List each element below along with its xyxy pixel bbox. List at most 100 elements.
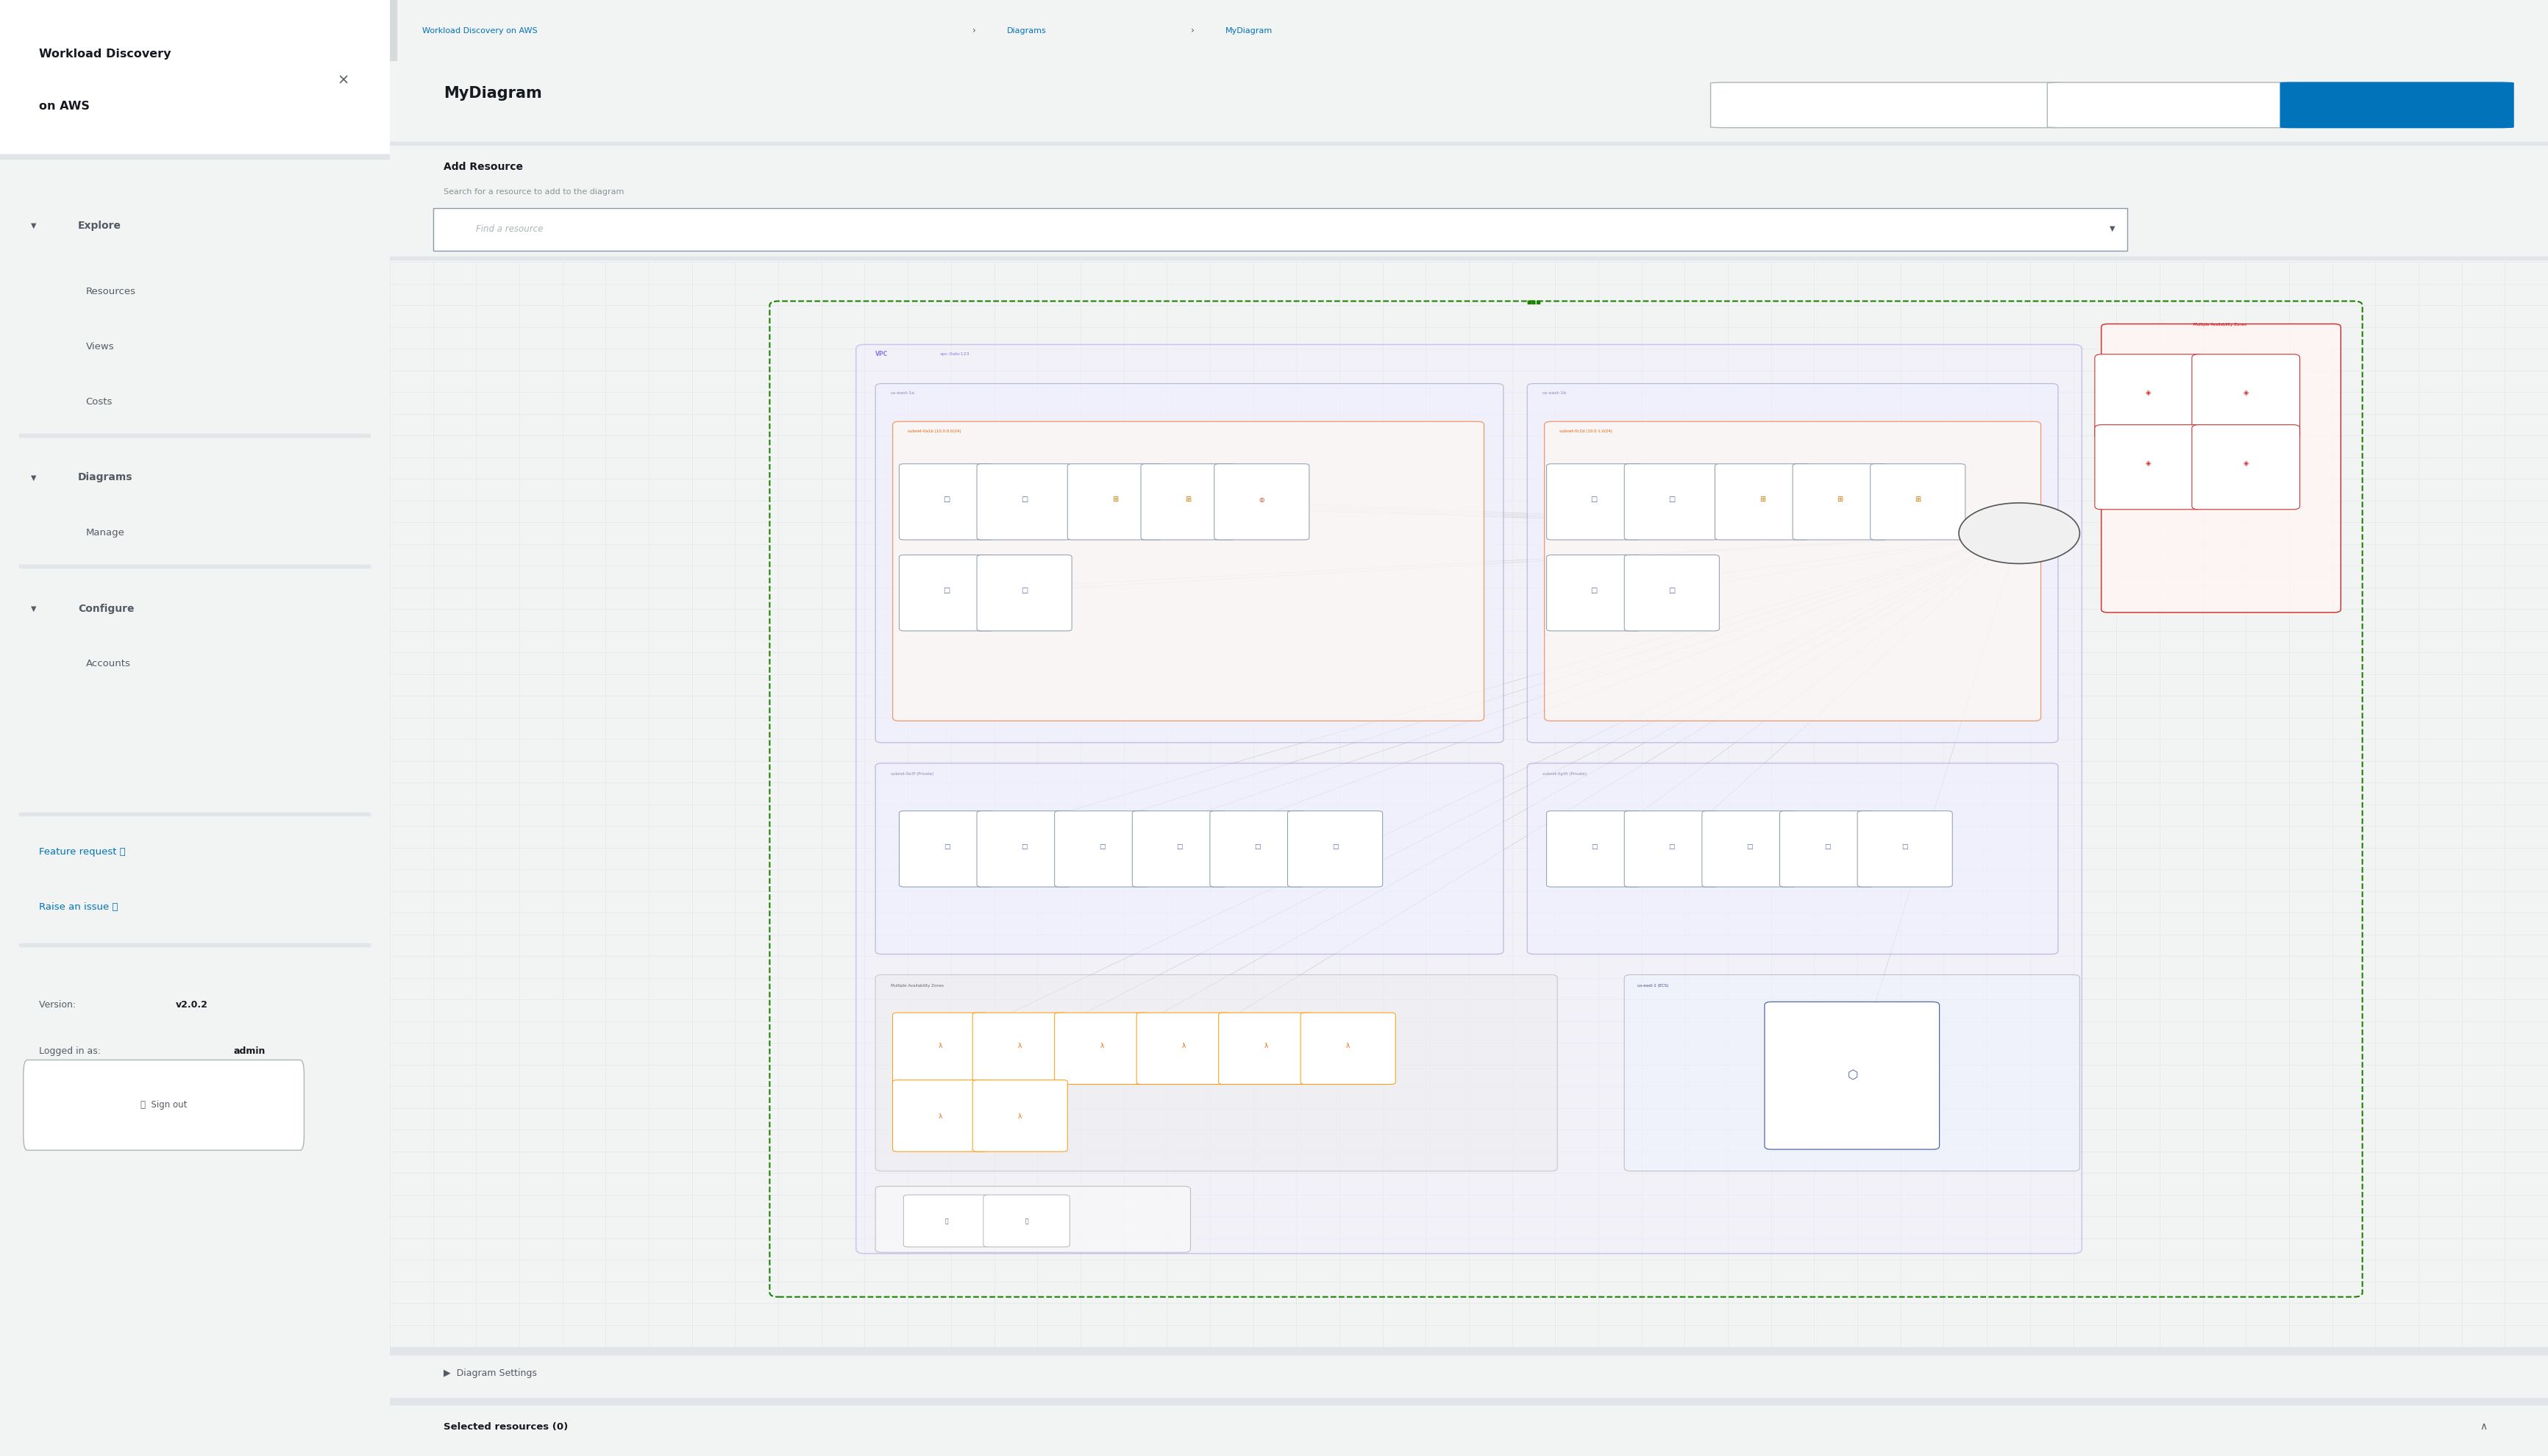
Text: Search for a resource to add to the diagram: Search for a resource to add to the diag…	[443, 188, 624, 197]
Text: subnet-0c2d (10.0.1.0/24): subnet-0c2d (10.0.1.0/24)	[1559, 430, 1613, 432]
Text: Workload Discovery: Workload Discovery	[38, 48, 171, 60]
FancyBboxPatch shape	[1702, 811, 1796, 887]
Text: ⊞: ⊞	[1185, 496, 1192, 504]
Text: v2.0.2: v2.0.2	[176, 1000, 209, 1009]
Text: vpc-0abc123: vpc-0abc123	[940, 352, 971, 357]
Text: ◎: ◎	[1259, 496, 1264, 502]
Text: λ: λ	[938, 1114, 943, 1120]
FancyBboxPatch shape	[877, 974, 1557, 1171]
FancyBboxPatch shape	[976, 464, 1073, 540]
Text: □: □	[1022, 587, 1027, 594]
FancyBboxPatch shape	[2280, 83, 2512, 128]
Text: ⊞: ⊞	[1761, 496, 1766, 504]
FancyBboxPatch shape	[1299, 1013, 1396, 1085]
FancyBboxPatch shape	[1623, 464, 1720, 540]
Text: λ: λ	[1019, 1042, 1022, 1050]
FancyBboxPatch shape	[2191, 354, 2301, 438]
Text: Actions ▼: Actions ▼	[2380, 100, 2416, 108]
FancyBboxPatch shape	[892, 1080, 989, 1152]
Bar	[390, 1347, 2548, 1354]
Text: 👤: 👤	[1024, 1217, 1029, 1224]
FancyBboxPatch shape	[1218, 1013, 1315, 1085]
Text: subnet-0a1b (10.0.0.0/24): subnet-0a1b (10.0.0.0/24)	[907, 430, 961, 432]
Text: MyDiagram: MyDiagram	[443, 86, 543, 100]
FancyBboxPatch shape	[877, 763, 1503, 954]
Text: □: □	[1254, 843, 1261, 850]
Text: ◈: ◈	[2242, 389, 2250, 396]
FancyBboxPatch shape	[892, 422, 1483, 721]
FancyBboxPatch shape	[973, 1080, 1068, 1152]
Bar	[390, 0, 397, 61]
Text: □: □	[1177, 843, 1182, 850]
Bar	[20, 812, 369, 815]
Bar	[0, 0, 390, 153]
FancyBboxPatch shape	[892, 1013, 989, 1085]
FancyBboxPatch shape	[856, 345, 2082, 1254]
Text: us-east-1a: us-east-1a	[892, 392, 915, 395]
FancyBboxPatch shape	[1526, 763, 2059, 954]
FancyBboxPatch shape	[2094, 354, 2201, 438]
Text: 👤: 👤	[945, 1217, 948, 1224]
Text: ›: ›	[1190, 26, 1195, 35]
Bar	[390, 1398, 2548, 1405]
Text: ■■■: ■■■	[1526, 300, 1542, 304]
Text: ▼: ▼	[31, 221, 36, 230]
Text: VPC: VPC	[877, 351, 889, 358]
Text: Diagrams: Diagrams	[1006, 26, 1047, 35]
Text: ⊞: ⊞	[1916, 496, 1921, 504]
FancyBboxPatch shape	[1526, 383, 2059, 743]
Text: □: □	[1669, 496, 1674, 504]
Text: Manage: Manage	[87, 529, 125, 537]
Text: Costs: Costs	[87, 397, 112, 406]
Text: Workload Discovery on AWS: Workload Discovery on AWS	[423, 26, 538, 35]
Text: Logged in as:: Logged in as:	[38, 1047, 104, 1056]
Text: □: □	[1590, 843, 1598, 850]
Text: □: □	[1333, 843, 1338, 850]
FancyBboxPatch shape	[1857, 811, 1952, 887]
FancyBboxPatch shape	[1715, 464, 1809, 540]
Bar	[20, 434, 369, 437]
Text: on AWS: on AWS	[38, 100, 89, 112]
Text: □: □	[1669, 587, 1674, 594]
Text: ◈: ◈	[2145, 459, 2151, 466]
Text: ◈: ◈	[2242, 459, 2250, 466]
Text: Find a resource: Find a resource	[476, 224, 543, 233]
Circle shape	[1959, 502, 2079, 563]
Text: λ: λ	[1101, 1042, 1103, 1050]
Text: □: □	[1669, 843, 1674, 850]
Text: Resources: Resources	[87, 287, 135, 296]
Text: ⊞: ⊞	[1111, 496, 1119, 504]
Text: Raise an issue ⧉: Raise an issue ⧉	[38, 903, 117, 911]
Text: □: □	[943, 587, 950, 594]
Text: ∧: ∧	[2479, 1421, 2487, 1433]
Text: □: □	[1590, 496, 1598, 504]
FancyBboxPatch shape	[1547, 555, 1641, 630]
FancyBboxPatch shape	[1623, 974, 2079, 1171]
Bar	[0, 154, 390, 159]
FancyBboxPatch shape	[1055, 1013, 1149, 1085]
Text: subnet-0e3f (Private): subnet-0e3f (Private)	[892, 772, 933, 776]
FancyBboxPatch shape	[1055, 811, 1149, 887]
FancyBboxPatch shape	[2046, 83, 2298, 128]
Text: λ: λ	[1182, 1042, 1185, 1050]
FancyBboxPatch shape	[973, 1013, 1068, 1085]
Text: Views: Views	[87, 342, 115, 351]
Text: λ: λ	[1345, 1042, 1350, 1050]
FancyBboxPatch shape	[1287, 811, 1384, 887]
FancyBboxPatch shape	[976, 555, 1073, 630]
Text: □: □	[943, 843, 950, 850]
FancyBboxPatch shape	[899, 555, 994, 630]
FancyBboxPatch shape	[877, 1187, 1190, 1252]
FancyBboxPatch shape	[905, 1195, 989, 1246]
Text: ▼: ▼	[31, 604, 36, 613]
FancyBboxPatch shape	[433, 208, 2128, 250]
Text: □: □	[1098, 843, 1106, 850]
FancyBboxPatch shape	[984, 1195, 1070, 1246]
Text: □: □	[1901, 843, 1908, 850]
Text: ⧉  Sign out: ⧉ Sign out	[140, 1101, 186, 1109]
FancyBboxPatch shape	[1779, 811, 1875, 887]
FancyBboxPatch shape	[1136, 1013, 1231, 1085]
FancyBboxPatch shape	[976, 811, 1073, 887]
FancyBboxPatch shape	[899, 811, 994, 887]
FancyBboxPatch shape	[2102, 323, 2342, 613]
